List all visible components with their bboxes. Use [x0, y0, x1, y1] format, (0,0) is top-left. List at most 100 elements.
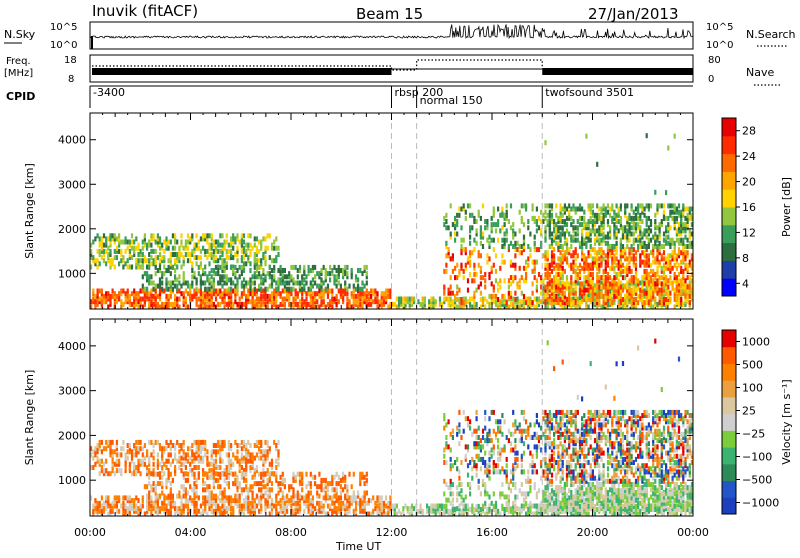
- range-cell: [292, 498, 294, 503]
- range-cell: [484, 285, 486, 290]
- range-cell: [607, 219, 609, 224]
- range-cell: [581, 294, 583, 299]
- range-cell: [180, 501, 182, 506]
- range-cell: [476, 241, 478, 246]
- range-cell: [101, 465, 103, 470]
- range-cell: [280, 481, 282, 486]
- range-cell: [555, 272, 557, 277]
- range-cell: [512, 302, 514, 307]
- range-cell: [644, 241, 646, 246]
- range-cell: [491, 238, 493, 243]
- range-cell: [262, 294, 264, 299]
- range-cell: [452, 435, 454, 440]
- range-cell: [122, 495, 124, 500]
- range-cell: [480, 241, 482, 246]
- range-cell: [463, 300, 465, 305]
- range-cell: [193, 452, 195, 457]
- range-cell: [572, 235, 574, 240]
- range-cell: [245, 249, 247, 254]
- range-cell: [514, 275, 516, 280]
- range-cell: [351, 291, 353, 296]
- range-cell: [613, 210, 615, 215]
- range-cell: [271, 258, 273, 263]
- range-cell: [532, 300, 534, 305]
- range-cell: [467, 203, 469, 208]
- range-cell: [269, 462, 271, 467]
- range-cell: [191, 443, 193, 448]
- range-cell: [269, 472, 271, 477]
- range-cell: [308, 491, 310, 496]
- range-cell: [510, 241, 512, 246]
- range-cell: [221, 243, 223, 248]
- range-cell: [312, 504, 314, 509]
- range-cell: [168, 302, 170, 307]
- range-cell: [570, 216, 572, 221]
- range-cell: [116, 236, 118, 241]
- range-cell: [376, 504, 378, 509]
- range-cell: [193, 509, 195, 514]
- range-cell: [187, 281, 189, 286]
- range-cell: [644, 281, 646, 286]
- range-cell: [176, 459, 178, 464]
- range-cell: [357, 299, 359, 304]
- range-cell: [493, 263, 495, 268]
- range-cell: [318, 271, 320, 276]
- range-cell: [189, 258, 191, 263]
- range-cell: [667, 222, 669, 227]
- range-cell: [155, 495, 157, 500]
- range-cell: [277, 277, 279, 282]
- range-cell: [650, 275, 652, 280]
- range-cell: [684, 263, 686, 268]
- range-cell: [97, 233, 99, 238]
- range-cell: [153, 294, 155, 299]
- range-cell: [579, 216, 581, 221]
- range-cell: [243, 302, 245, 307]
- range-cell: [264, 440, 266, 445]
- range-cell: [460, 482, 462, 487]
- range-cell: [114, 462, 116, 467]
- range-cell: [560, 288, 562, 293]
- range-cell: [133, 289, 135, 294]
- range-cell: [600, 207, 602, 212]
- range-cell: [669, 225, 671, 230]
- range-cell: [452, 299, 454, 304]
- range-cell: [157, 440, 159, 445]
- range-cell: [114, 504, 116, 509]
- range-cell: [631, 288, 633, 293]
- range-cell: [527, 244, 529, 249]
- range-cell: [258, 265, 260, 270]
- range-cell: [234, 478, 236, 483]
- range-cell: [637, 300, 639, 305]
- range-cell: [211, 233, 213, 238]
- range-cell: [616, 203, 618, 208]
- range-cell: [202, 440, 204, 445]
- range-cell: [624, 225, 626, 230]
- range-cell: [641, 275, 643, 280]
- range-cell: [426, 504, 428, 509]
- range-cell: [432, 297, 434, 302]
- range-cell: [142, 459, 144, 464]
- range-cell: [430, 297, 432, 302]
- range-cell: [249, 249, 251, 254]
- range-cell: [172, 252, 174, 257]
- range-cell: [650, 250, 652, 255]
- range-cell: [116, 299, 118, 304]
- range-cell: [521, 250, 523, 255]
- range-cell: [103, 446, 105, 451]
- range-cell: [443, 269, 445, 274]
- range-cell: [353, 289, 355, 294]
- range-cell: [109, 509, 111, 514]
- range-cell: [224, 289, 226, 294]
- range-cell: [394, 302, 396, 307]
- range-cell: [562, 300, 564, 305]
- range-cell: [463, 429, 465, 434]
- range-cell: [105, 291, 107, 296]
- range-cell: [264, 498, 266, 503]
- range-cell: [340, 491, 342, 496]
- range-cell: [669, 203, 671, 208]
- range-cell: [178, 449, 180, 454]
- range-cell: [450, 448, 452, 453]
- range-cell: [243, 277, 245, 282]
- range-cell: [383, 509, 385, 514]
- range-cell: [389, 289, 391, 294]
